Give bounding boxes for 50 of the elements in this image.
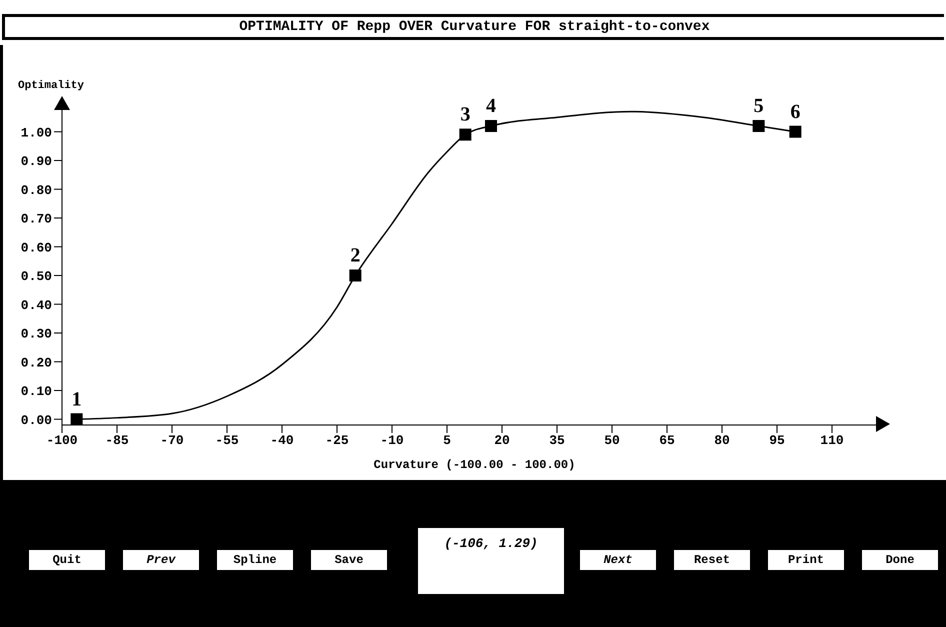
button: Spline xyxy=(217,550,293,570)
x-tick-label: -70 xyxy=(160,433,184,448)
annotation: 3 xyxy=(460,104,470,126)
point xyxy=(485,120,497,132)
coordinate-readout: (-106, 1.29) xyxy=(418,528,564,594)
button: Prev xyxy=(123,550,199,570)
button: Save xyxy=(311,550,387,570)
x-tick-label: 95 xyxy=(769,433,785,448)
button: Done xyxy=(862,550,938,570)
button: Quit xyxy=(29,550,105,570)
y-tick-label: 0.90 xyxy=(20,154,52,170)
x-tick-label: 110 xyxy=(820,433,844,448)
button: Print xyxy=(768,550,844,570)
annotation: 1 xyxy=(72,388,82,410)
point xyxy=(789,126,802,138)
y-tick-label: 0.70 xyxy=(20,212,52,227)
annotation: 5 xyxy=(754,95,764,117)
point xyxy=(459,128,472,141)
button: Reset xyxy=(674,550,750,570)
x-tick-label: -85 xyxy=(105,433,129,448)
annotation: 4 xyxy=(486,95,496,117)
x-tick-label: 20 xyxy=(494,433,510,448)
x-tick-label: 65 xyxy=(659,433,675,448)
y-tick-label: 0.50 xyxy=(20,269,52,284)
x-tick-label: 50 xyxy=(604,433,620,448)
x-tick-label: -10 xyxy=(380,433,404,448)
y-tick-label: 1.00 xyxy=(20,125,52,140)
x-tick-label: -25 xyxy=(325,433,349,448)
chart-title: OPTIMALITY OF Repp OVER Curvature FOR straight-to-convex xyxy=(2,14,944,40)
x-tick-label: -40 xyxy=(270,433,294,448)
x-tick-label: 80 xyxy=(714,433,730,448)
x-tick-label: -55 xyxy=(215,433,239,448)
y-axis-title: Optimality xyxy=(18,80,84,92)
x-tick-label: -100 xyxy=(46,433,78,448)
annotation: 2 xyxy=(350,244,360,266)
annotation: 6 xyxy=(790,100,800,123)
y-tick-label: 0.00 xyxy=(20,412,52,428)
x-tick-label: 35 xyxy=(549,433,565,448)
x-axis-title: Curvature (-100.00 - 100.00) xyxy=(374,458,576,472)
point xyxy=(70,413,83,425)
y-tick-label: 0.40 xyxy=(20,298,52,313)
point xyxy=(752,120,765,132)
point xyxy=(349,270,362,282)
y-tick-label: 0.60 xyxy=(20,240,52,256)
y-tick-label: 0.20 xyxy=(20,355,52,370)
button: Next xyxy=(580,550,656,570)
y-tick-label: 0.80 xyxy=(20,182,52,198)
y-tick-label: 0.30 xyxy=(20,326,52,342)
y-tick-label: 0.10 xyxy=(20,384,52,400)
x-tick-label: 5 xyxy=(443,433,452,448)
